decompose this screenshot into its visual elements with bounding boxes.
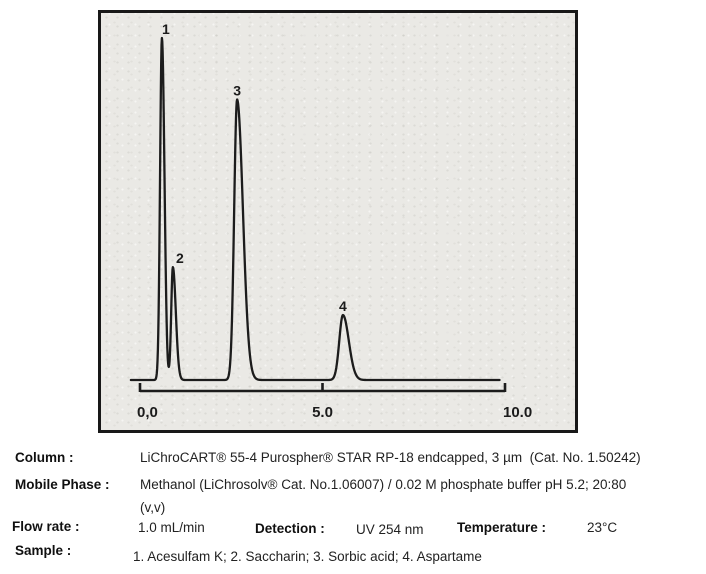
mobile-phase-value: Methanol (LiChrosolv® Cat. No.1.06007) /… bbox=[140, 477, 627, 492]
column-label: Column : bbox=[15, 450, 74, 465]
x-tick-label: 5.0 bbox=[312, 404, 333, 421]
mobile-phase-value-line2: (v,v) bbox=[140, 500, 166, 515]
x-tick-label: 0,0 bbox=[137, 404, 158, 421]
chromatogram-plot: 0,0 5.0 10.0 1 2 3 4 bbox=[129, 21, 532, 421]
peak-number-label: 2 bbox=[176, 250, 184, 266]
chromatogram-figure: 0,0 5.0 10.0 1 2 3 4 bbox=[98, 10, 578, 433]
temperature-label: Temperature : bbox=[457, 520, 547, 535]
column-value: LiChroCART® 55-4 Purospher® STAR RP-18 e… bbox=[140, 450, 641, 465]
sample-value: 1. Acesulfam K; 2. Saccharin; 3. Sorbic … bbox=[133, 549, 482, 564]
mobile-phase-label: Mobile Phase : bbox=[15, 477, 110, 492]
detection-value: UV 254 nm bbox=[356, 522, 424, 537]
peak-number-label: 4 bbox=[339, 298, 347, 314]
flow-rate-label: Flow rate : bbox=[12, 519, 80, 534]
peak-number-label: 3 bbox=[233, 83, 241, 99]
flow-rate-value: 1.0 mL/min bbox=[138, 520, 205, 535]
detection-label: Detection : bbox=[255, 521, 325, 536]
temperature-value: 23°C bbox=[587, 520, 618, 535]
chromatogram-trace bbox=[129, 36, 501, 382]
peak-number-label: 1 bbox=[162, 21, 170, 37]
x-tick-label: 10.0 bbox=[503, 404, 532, 421]
sample-label: Sample : bbox=[15, 543, 72, 558]
